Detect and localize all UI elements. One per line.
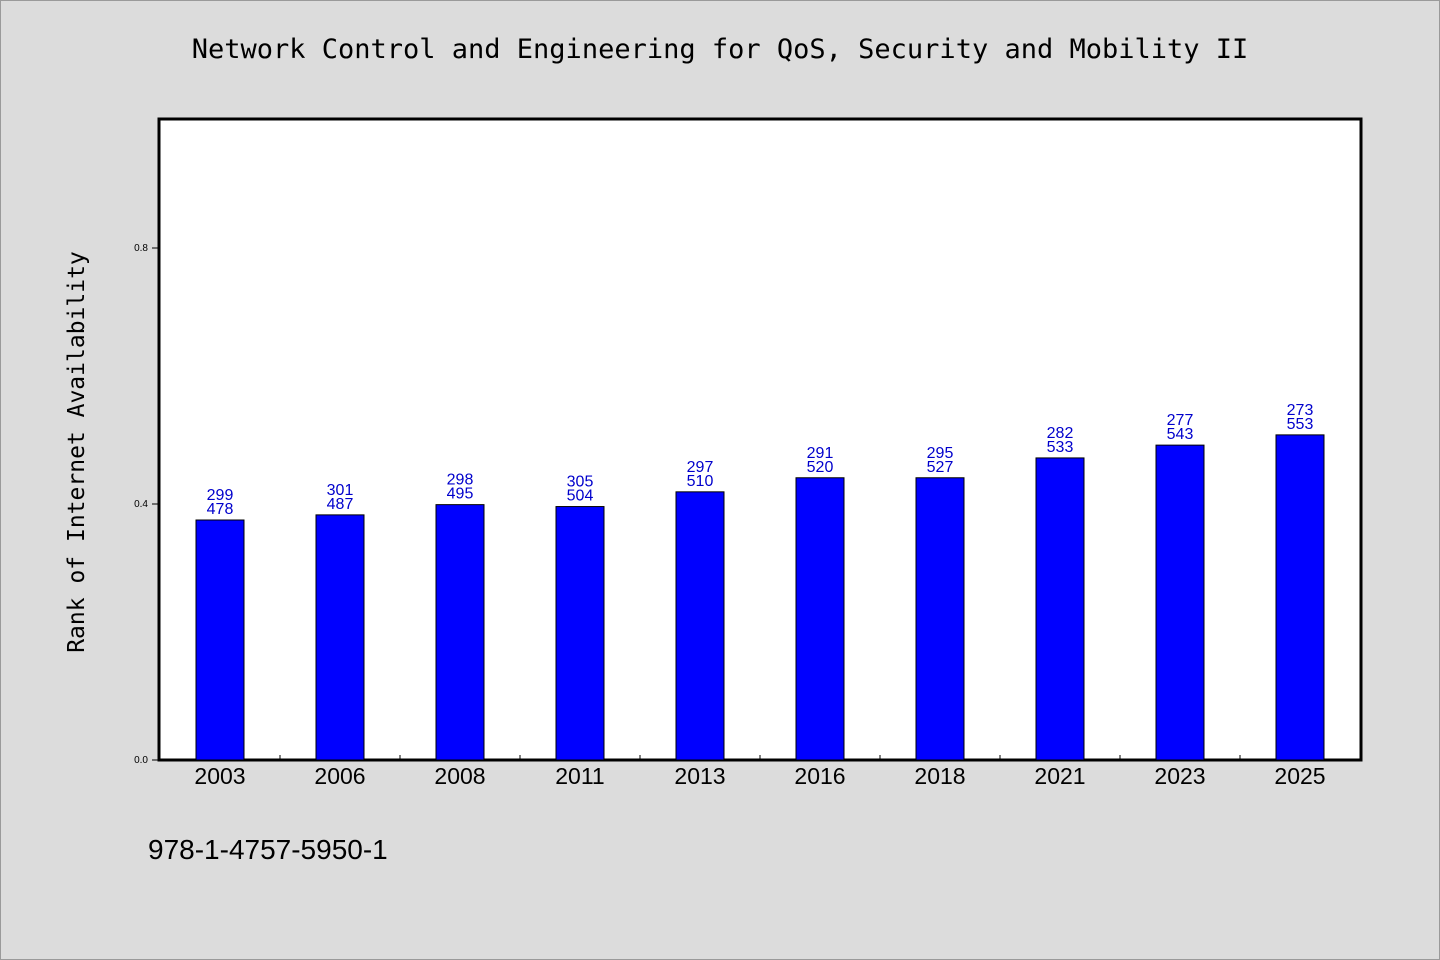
isbn-text: 978-1-4757-5950-1 bbox=[148, 834, 388, 865]
data-label-bottom: 520 bbox=[807, 459, 834, 476]
bar bbox=[915, 477, 965, 761]
chart-title: Network Control and Engineering for QoS,… bbox=[191, 34, 1249, 65]
data-label-top: 282 bbox=[1047, 425, 1074, 442]
x-tick-label: 2025 bbox=[1274, 763, 1325, 789]
data-label-bottom: 527 bbox=[927, 459, 954, 476]
x-tick-label: 2016 bbox=[794, 763, 845, 789]
bar bbox=[435, 504, 485, 761]
x-tick-label: 2003 bbox=[194, 763, 245, 789]
data-labels: 2994783014872984953055042975102915202955… bbox=[207, 402, 1314, 518]
data-label-bottom: 495 bbox=[447, 486, 474, 503]
data-label-top: 273 bbox=[1287, 402, 1314, 419]
data-label-bottom: 533 bbox=[1047, 439, 1074, 456]
y-tick-label: 0.0 bbox=[134, 755, 148, 766]
y-tick-label: 0.4 bbox=[134, 499, 148, 510]
bar bbox=[675, 491, 725, 761]
x-tick-label: 2011 bbox=[555, 763, 604, 789]
x-axis-ticks: 2003 2006 2008 2011 2013 2016 2018 2021 2023 2025 bbox=[194, 755, 1326, 789]
data-label-top: 295 bbox=[927, 445, 954, 462]
data-label-top: 305 bbox=[567, 474, 594, 491]
bar bbox=[195, 519, 245, 761]
data-label-bottom: 543 bbox=[1167, 426, 1194, 443]
bar bbox=[315, 514, 365, 761]
data-label-bottom: 553 bbox=[1287, 416, 1314, 433]
x-tick-label: 2013 bbox=[674, 763, 725, 789]
bar bbox=[1155, 444, 1205, 761]
bar bbox=[555, 506, 605, 761]
bar bbox=[1275, 434, 1325, 761]
x-tick-label: 2018 bbox=[914, 763, 965, 789]
data-label-top: 297 bbox=[687, 459, 714, 476]
x-tick-label: 2021 bbox=[1034, 763, 1085, 789]
data-label-top: 277 bbox=[1167, 412, 1194, 429]
data-label-bottom: 487 bbox=[327, 496, 354, 513]
x-tick-label: 2006 bbox=[314, 763, 365, 789]
data-label-top: 301 bbox=[327, 482, 354, 499]
bars bbox=[195, 434, 1325, 761]
x-tick-label: 2008 bbox=[434, 763, 485, 789]
data-label-top: 299 bbox=[207, 487, 234, 504]
bar bbox=[1035, 457, 1085, 761]
y-axis-ticks: 0.0 0.4 0.8 bbox=[134, 243, 160, 766]
data-label-bottom: 478 bbox=[207, 501, 234, 518]
data-label-top: 298 bbox=[447, 472, 474, 489]
bar bbox=[795, 477, 845, 761]
x-tick-label: 2023 bbox=[1154, 763, 1205, 789]
data-label-bottom: 504 bbox=[567, 488, 594, 505]
data-label-top: 291 bbox=[807, 445, 834, 462]
data-label-bottom: 510 bbox=[687, 473, 714, 490]
y-tick-label: 0.8 bbox=[134, 243, 148, 254]
